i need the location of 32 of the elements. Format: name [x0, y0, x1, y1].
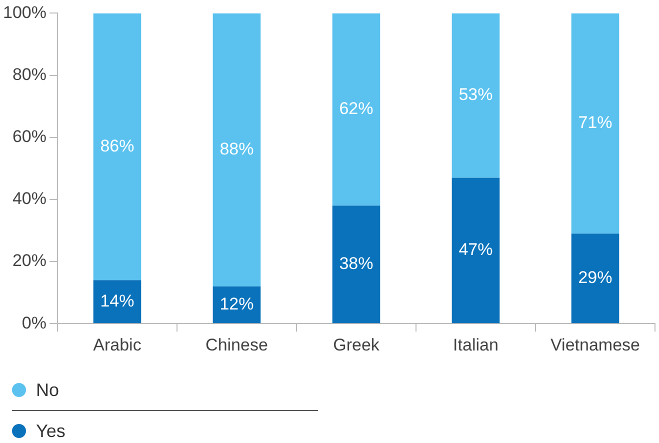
data-label: 86%	[100, 136, 134, 156]
x-tick-label: Chinese	[206, 335, 268, 354]
bar	[452, 13, 500, 178]
data-label: 53%	[458, 85, 493, 104]
data-label: 29%	[578, 268, 612, 288]
y-tick-label: 0%	[22, 313, 46, 332]
y-tick-label: 100%	[2, 2, 46, 22]
bar	[93, 280, 142, 324]
bar	[212, 13, 261, 286]
y-tick-label: 20%	[12, 251, 46, 270]
bar	[571, 13, 620, 234]
legend-label: No	[36, 380, 60, 400]
data-label: 71%	[578, 113, 612, 132]
data-label: 14%	[100, 291, 134, 310]
data-label: 38%	[339, 254, 374, 274]
bar	[93, 13, 142, 280]
x-tick-label: Vietnamese	[550, 335, 640, 354]
legend-label: Yes	[36, 420, 66, 442]
x-tick-label: Arabic	[93, 335, 142, 354]
bar	[452, 178, 500, 324]
data-label: 47%	[458, 240, 493, 260]
x-tick-label: Greek	[333, 335, 380, 354]
bar	[571, 234, 620, 324]
y-tick-label: 40%	[12, 189, 46, 208]
data-label: 62%	[339, 99, 374, 118]
x-tick-label: Italian	[453, 335, 498, 354]
data-label: 88%	[220, 139, 254, 158]
y-tick-label: 80%	[12, 64, 46, 84]
y-tick-label: 60%	[12, 127, 46, 146]
bar	[332, 13, 380, 206]
bar	[332, 206, 380, 324]
data-label: 12%	[220, 294, 254, 314]
